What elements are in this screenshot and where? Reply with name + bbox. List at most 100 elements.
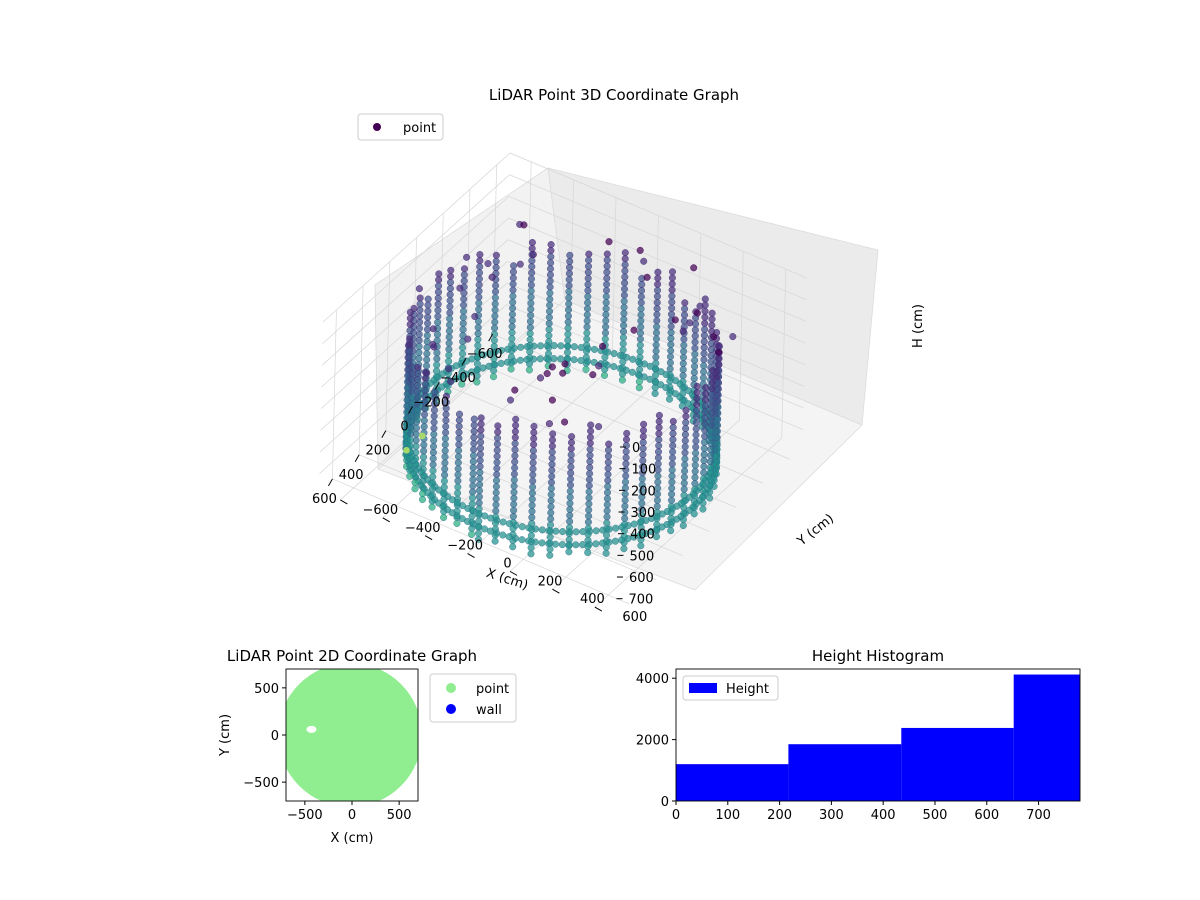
data-point-3d [584,274,592,282]
data-point-3d [469,464,477,472]
data-point-3d [667,341,675,349]
data-point-3d [505,520,513,528]
data-point-3d [509,286,517,294]
data-point-3d [567,457,575,465]
data-point-3d [616,364,624,372]
data-point-3d [487,514,495,522]
data-point-3d [621,490,629,498]
data-point-3d [530,441,538,449]
data-point-3d [557,355,565,363]
data-point-3d [603,519,611,527]
y-tick-3d [552,588,560,594]
data-point-3d [476,257,484,265]
data-point-3d [602,293,610,301]
data-point-3d [586,439,594,447]
legend-3d: point [357,113,444,141]
legend-histogram-label: Height [726,682,769,697]
data-point-3d [440,514,448,522]
data-point-3d [529,477,537,485]
grid-line [467,384,655,554]
data-point-3d [564,312,572,320]
x-tick-3d [408,406,413,414]
legend-histogram-box [682,675,779,701]
data-point-3d [583,311,591,319]
data-point-3d [492,489,500,497]
data-point-3d [691,467,699,475]
x-tick-3d [328,478,333,487]
data-point-3d [557,342,565,350]
data-point-3d [636,246,644,254]
data-point-3d [528,495,536,503]
data-point-3d [477,420,485,428]
data-point-3d [653,311,661,319]
data-point-3d [655,424,663,432]
data-point-3d [548,472,556,480]
data-point-3d [686,319,694,327]
data-point-3d [492,483,500,491]
x-tick-label-3d: 400 [339,468,364,483]
histogram-title: Height Histogram [812,647,944,665]
data-point-3d [691,362,699,370]
data-point-3d [587,421,595,429]
ticks-2d: −500 0 500 500 0 −500 [243,682,411,823]
data-point-3d [651,390,659,398]
data-point-3d [583,317,591,325]
data-point-3d [691,473,699,481]
data-point-3d [477,438,485,446]
data-point-3d [680,479,688,487]
data-point-3d [564,342,572,350]
data-point-3d [667,347,675,355]
data-point-3d [446,321,454,329]
data-point-3d [511,440,519,448]
data-point-3d [621,267,629,275]
data-point-3d [494,422,502,430]
data-point-3d [488,273,496,281]
data-point-3d [527,293,535,301]
data-point-3d [406,320,414,328]
data-point-3d [526,323,534,331]
data-point-3d [406,335,414,343]
data-point-3d [639,445,647,453]
y-tick-label-3d: −200 [447,539,483,554]
data-point-3d [592,540,600,548]
data-point-3d [707,421,715,429]
data-point-3d [709,367,717,375]
data-point-3d [692,437,700,445]
data-point-3d [470,452,478,460]
x-tick-label-2d: −500 [287,808,323,823]
data-point-3d [511,452,519,460]
data-point-3d [565,288,573,296]
data-point-3d [701,313,709,321]
grid-line [509,174,807,301]
data-point-3d [691,461,699,469]
data-point-3d [406,462,414,470]
data-point-3d [708,385,716,393]
data-point-3d [429,461,437,469]
grid-line [509,152,808,279]
data-point-3d [445,333,453,341]
data-point-3d [446,291,454,299]
data-point-3d [528,244,536,252]
data-point-3d [455,422,463,430]
data-point-3d [568,433,576,441]
data-point-3d [460,271,468,279]
data-point-3d [493,477,501,485]
data-point-3d [655,411,663,419]
data-point-3d [566,505,574,513]
data-point-3d [435,276,443,284]
x-tick-label-3d: −600 [467,347,503,362]
data-point-3d [475,299,483,307]
data-point-3d [445,345,453,353]
data-point-3d [621,496,629,504]
data-point-3d [499,518,507,526]
data-point-3d [565,300,573,308]
data-point-3d [584,549,592,557]
x-tick-3d [488,333,494,342]
data-point-3d [637,329,645,337]
data-point-3d [407,436,415,444]
data-point-3d [469,476,477,484]
data-point-3d [529,471,537,479]
y-tick-3d [382,517,390,523]
data-point-3d [565,528,573,536]
data-point-3d [622,442,630,450]
